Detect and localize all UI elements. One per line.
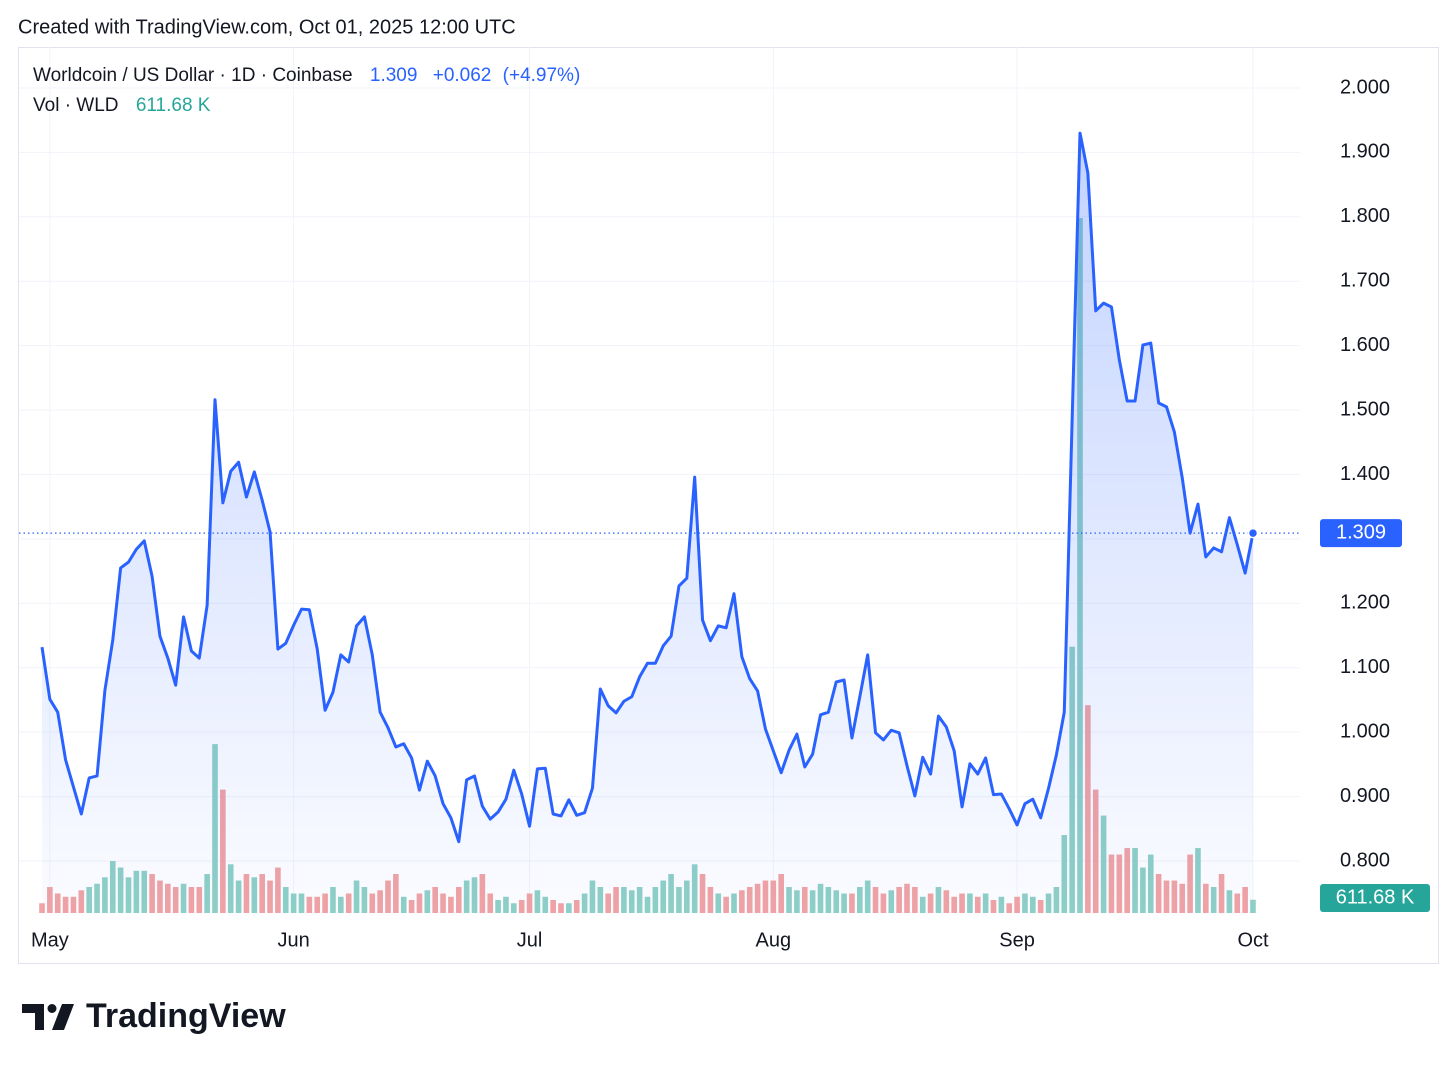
y-tick-label: 1.700 <box>1340 270 1390 292</box>
legend-change-percent: (+4.97%) <box>503 65 581 86</box>
logo-text: TradingView <box>86 997 286 1035</box>
volume-name: Vol · WLD <box>33 95 119 116</box>
price-line <box>40 131 1255 844</box>
logo-icon <box>52 1004 74 1030</box>
y-tick-label: 1.500 <box>1340 398 1390 420</box>
y-tick-label: 1.000 <box>1340 720 1390 742</box>
caption: Created with TradingView.com, Oct 01, 20… <box>18 16 516 38</box>
volume-badge <box>1320 884 1430 912</box>
y-tick-label: 0.800 <box>1340 849 1390 871</box>
x-tick-label: Jun <box>278 929 310 951</box>
volume-legend: Vol · WLD 611.68 K <box>33 95 211 116</box>
x-tick-label: Jul <box>517 929 543 951</box>
legend: Worldcoin / US Dollar · 1D · Coinbase 1.… <box>33 65 580 86</box>
volume-value: 611.68 K <box>136 95 211 116</box>
symbol-title: Worldcoin / US Dollar · 1D · Coinbase <box>33 65 353 86</box>
price-area <box>42 133 1253 913</box>
plot <box>19 131 1300 913</box>
y-tick-label: 0.900 <box>1340 785 1390 807</box>
y-tick-label: 1.900 <box>1340 141 1390 163</box>
y-tick-label: 1.100 <box>1340 656 1390 678</box>
y-tick-label: 1.600 <box>1340 334 1390 356</box>
y-tick-label: 1.400 <box>1340 463 1390 485</box>
price-badge <box>1320 519 1402 548</box>
y-tick-label: 2.000 <box>1340 76 1390 98</box>
y-tick-label: 1.200 <box>1340 592 1390 614</box>
x-tick-label: Aug <box>756 929 792 951</box>
last-point <box>1247 527 1259 539</box>
price-badge-label: 1.309 <box>1336 521 1386 543</box>
volume-badge-label: 611.68 K <box>1336 886 1415 908</box>
axes: 0.8000.9001.0001.1001.2001.3001.4001.500… <box>31 76 1430 951</box>
logo: TradingView <box>22 997 286 1035</box>
logo-icon <box>22 1004 44 1030</box>
y-tick-label: 1.800 <box>1340 205 1390 227</box>
legend-change: +0.062 <box>433 65 492 86</box>
legend-price: 1.309 <box>370 65 418 86</box>
logo-icon <box>47 1004 57 1013</box>
x-tick-label: Sep <box>999 929 1035 951</box>
x-tick-label: Oct <box>1237 929 1269 951</box>
x-tick-label: May <box>31 929 69 951</box>
